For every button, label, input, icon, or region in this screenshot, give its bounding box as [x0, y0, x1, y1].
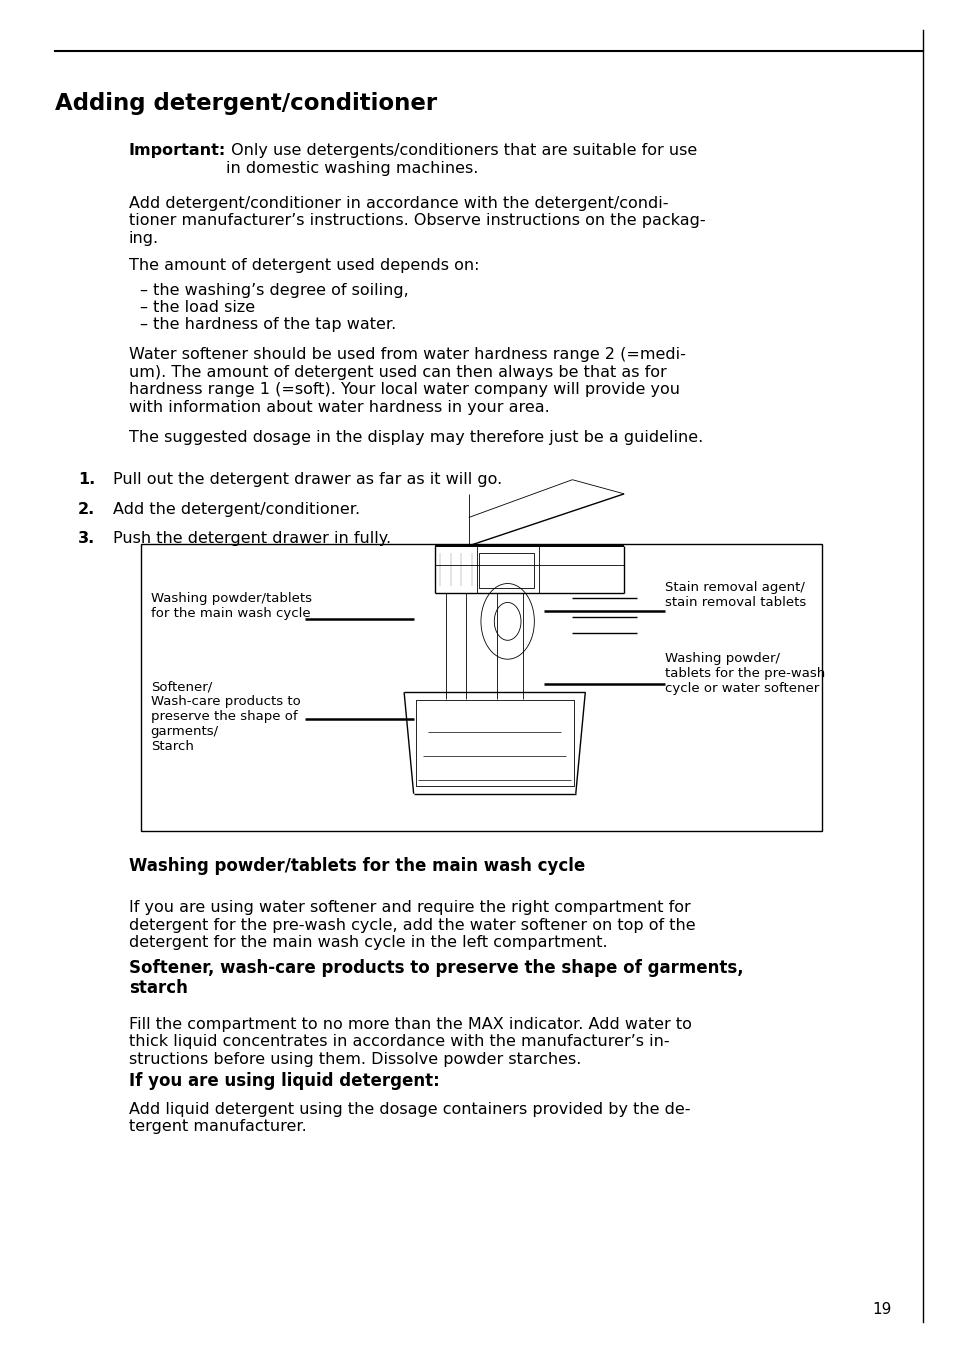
Text: Add the detergent/conditioner.: Add the detergent/conditioner. — [112, 502, 359, 516]
Text: Adding detergent/conditioner: Adding detergent/conditioner — [55, 92, 437, 115]
Text: If you are using water softener and require the right compartment for
detergent : If you are using water softener and requ… — [129, 900, 695, 950]
Text: Washing powder/tablets
for the main wash cycle: Washing powder/tablets for the main wash… — [151, 592, 312, 621]
Text: Washing powder/
tablets for the pre-wash
cycle or water softener: Washing powder/ tablets for the pre-wash… — [664, 652, 824, 695]
Text: Stain removal agent/
stain removal tablets: Stain removal agent/ stain removal table… — [664, 581, 805, 610]
Text: The suggested dosage in the display may therefore just be a guideline.: The suggested dosage in the display may … — [129, 430, 702, 445]
Bar — [141, 544, 821, 831]
Text: Softener, wash-care products to preserve the shape of garments,
starch: Softener, wash-care products to preserve… — [129, 959, 742, 998]
Text: Only use detergents/conditioners that are suitable for use
in domestic washing m: Only use detergents/conditioners that ar… — [226, 143, 697, 176]
Text: Fill the compartment to no more than the MAX indicator. Add water to
thick liqui: Fill the compartment to no more than the… — [129, 1017, 691, 1067]
Text: Add detergent/conditioner in accordance with the detergent/condi-
tioner manufac: Add detergent/conditioner in accordance … — [129, 196, 704, 246]
Text: 3.: 3. — [78, 531, 95, 546]
Text: The amount of detergent used depends on:: The amount of detergent used depends on: — [129, 258, 478, 273]
Text: 1.: 1. — [78, 472, 95, 487]
Text: Important:: Important: — [129, 143, 226, 158]
Text: Push the detergent drawer in fully.: Push the detergent drawer in fully. — [112, 531, 391, 546]
Text: 19: 19 — [872, 1302, 891, 1317]
Text: If you are using liquid detergent:: If you are using liquid detergent: — [129, 1072, 439, 1090]
Text: – the washing’s degree of soiling,
– the load size
– the hardness of the tap wat: – the washing’s degree of soiling, – the… — [140, 283, 409, 333]
Text: 2.: 2. — [78, 502, 95, 516]
Text: Pull out the detergent drawer as far as it will go.: Pull out the detergent drawer as far as … — [112, 472, 501, 487]
Text: Washing powder/tablets for the main wash cycle: Washing powder/tablets for the main wash… — [129, 857, 584, 875]
Text: Water softener should be used from water hardness range 2 (=medi-
um). The amoun: Water softener should be used from water… — [129, 347, 685, 415]
Text: Softener/
Wash-care products to
preserve the shape of
garments/
Starch: Softener/ Wash-care products to preserve… — [151, 680, 300, 753]
Text: Add liquid detergent using the dosage containers provided by the de-
tergent man: Add liquid detergent using the dosage co… — [129, 1102, 690, 1134]
